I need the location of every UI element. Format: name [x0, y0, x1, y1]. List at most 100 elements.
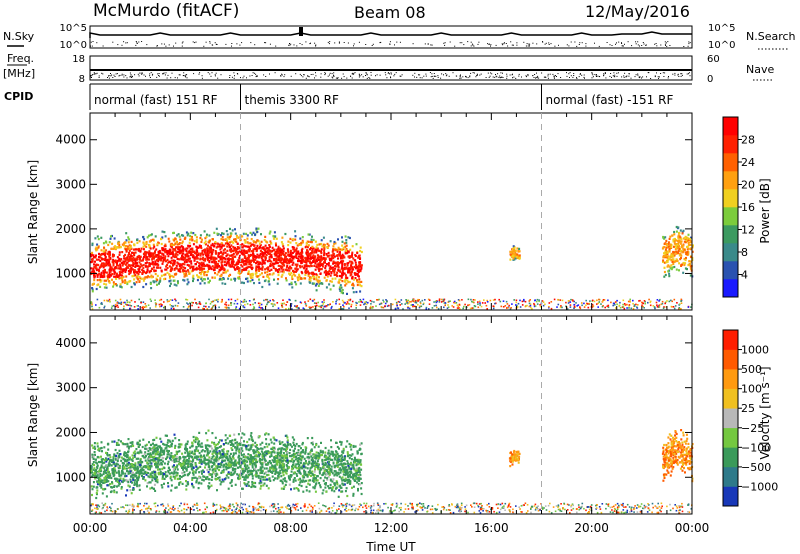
echo-cell	[338, 278, 341, 281]
echo-cell	[230, 248, 233, 251]
echo-cell	[228, 259, 230, 262]
echo-cell	[360, 264, 363, 267]
echo-cell	[123, 451, 126, 454]
echo-cell	[679, 229, 682, 232]
echo-cell	[115, 277, 118, 280]
nave-dot	[320, 73, 322, 75]
echo-cell	[199, 258, 202, 261]
echo-cell	[116, 262, 118, 265]
nave-dot	[485, 77, 487, 78]
echo-cell	[136, 241, 139, 244]
ground-echo-cell	[158, 303, 161, 306]
echo-cell	[97, 268, 100, 271]
echo-cell	[319, 259, 322, 262]
nave-dot	[421, 77, 423, 79]
ground-echo-cell	[637, 304, 639, 306]
echo-cell	[191, 238, 194, 241]
nave-dot	[592, 74, 594, 76]
ground-echo-cell	[479, 302, 481, 304]
ground-echo-cell	[412, 305, 415, 308]
echo-cell	[330, 465, 333, 468]
echo-cell	[322, 243, 325, 246]
cpid-segment-label: normal (fast) 151 RF	[94, 93, 218, 107]
nave-dot	[490, 72, 492, 74]
echo-cell	[118, 251, 121, 254]
colorbar-swatch	[723, 225, 738, 244]
echo-cell	[133, 278, 136, 281]
echo-cell	[294, 267, 297, 270]
echo-cell	[312, 260, 315, 263]
echo-cell	[136, 257, 139, 261]
echo-cell	[226, 245, 229, 248]
echo-cell	[223, 263, 226, 266]
echo-cell	[291, 274, 294, 277]
nave-dot	[446, 74, 448, 76]
echo-cell	[316, 243, 319, 246]
ground-echo-cell	[628, 304, 631, 306]
echo-cell	[328, 283, 331, 286]
nave-dot	[677, 73, 679, 75]
echo-cell	[91, 270, 94, 273]
ground-echo-cell	[359, 304, 362, 306]
echo-cell	[512, 252, 515, 255]
nsearch-dot	[495, 44, 497, 46]
nave-dot	[370, 74, 372, 76]
ground-echo-cell	[600, 303, 602, 305]
echo-cell	[246, 234, 249, 237]
echo-cell	[666, 260, 669, 263]
echo-cell	[173, 255, 176, 259]
echo-cell	[139, 263, 142, 266]
echo-cell	[344, 245, 347, 248]
echo-cell	[221, 456, 224, 459]
echo-cell	[329, 288, 332, 291]
echo-cell	[315, 276, 318, 279]
echo-cell	[664, 273, 667, 277]
echo-cell	[172, 247, 175, 251]
echo-cell	[268, 258, 271, 261]
nave-dot	[612, 75, 614, 77]
echo-cell	[287, 267, 290, 270]
nave-dot	[591, 72, 593, 74]
echo-cell	[252, 252, 254, 255]
echo-cell	[96, 273, 99, 277]
echo-cell	[253, 254, 255, 258]
echo-cell	[279, 260, 282, 263]
echo-cell	[128, 280, 131, 283]
nsearch-dot	[669, 45, 671, 46]
nsearch-dot	[394, 44, 395, 46]
echo-cell	[152, 254, 155, 257]
nave-dot	[178, 74, 180, 76]
echo-cell	[354, 277, 357, 280]
nsearch-dot	[622, 45, 624, 47]
ground-echo-cell	[654, 306, 656, 309]
echo-cell	[325, 263, 328, 266]
echo-cell	[151, 256, 154, 259]
echo-cell	[158, 250, 161, 253]
echo-cell	[177, 262, 180, 265]
echo-cell	[185, 274, 188, 277]
echo-cell	[190, 270, 193, 273]
echo-cell	[175, 471, 178, 474]
echo-cell	[263, 262, 266, 265]
echo-cell	[686, 245, 689, 248]
ground-echo-cell	[163, 301, 165, 303]
echo-cell	[91, 290, 94, 293]
ground-echo-cell	[521, 300, 524, 303]
echo-cell	[195, 241, 198, 244]
echo-cell	[191, 276, 194, 279]
ground-echo-cell	[652, 305, 655, 307]
echo-cell	[156, 274, 159, 277]
echo-cell	[305, 264, 308, 267]
echo-cell	[198, 276, 201, 279]
echo-cell	[159, 266, 162, 269]
echo-cell	[316, 263, 319, 266]
ground-echo-cell	[533, 302, 535, 305]
nsearch-tick-top: 10^5	[708, 23, 735, 34]
echo-cell	[134, 265, 137, 268]
echo-cell	[206, 254, 209, 257]
echo-cell	[318, 470, 321, 474]
ground-echo-cell	[507, 307, 509, 309]
ground-echo-cell	[285, 308, 287, 310]
echo-cell	[287, 249, 290, 252]
nsearch-dot	[161, 43, 163, 45]
